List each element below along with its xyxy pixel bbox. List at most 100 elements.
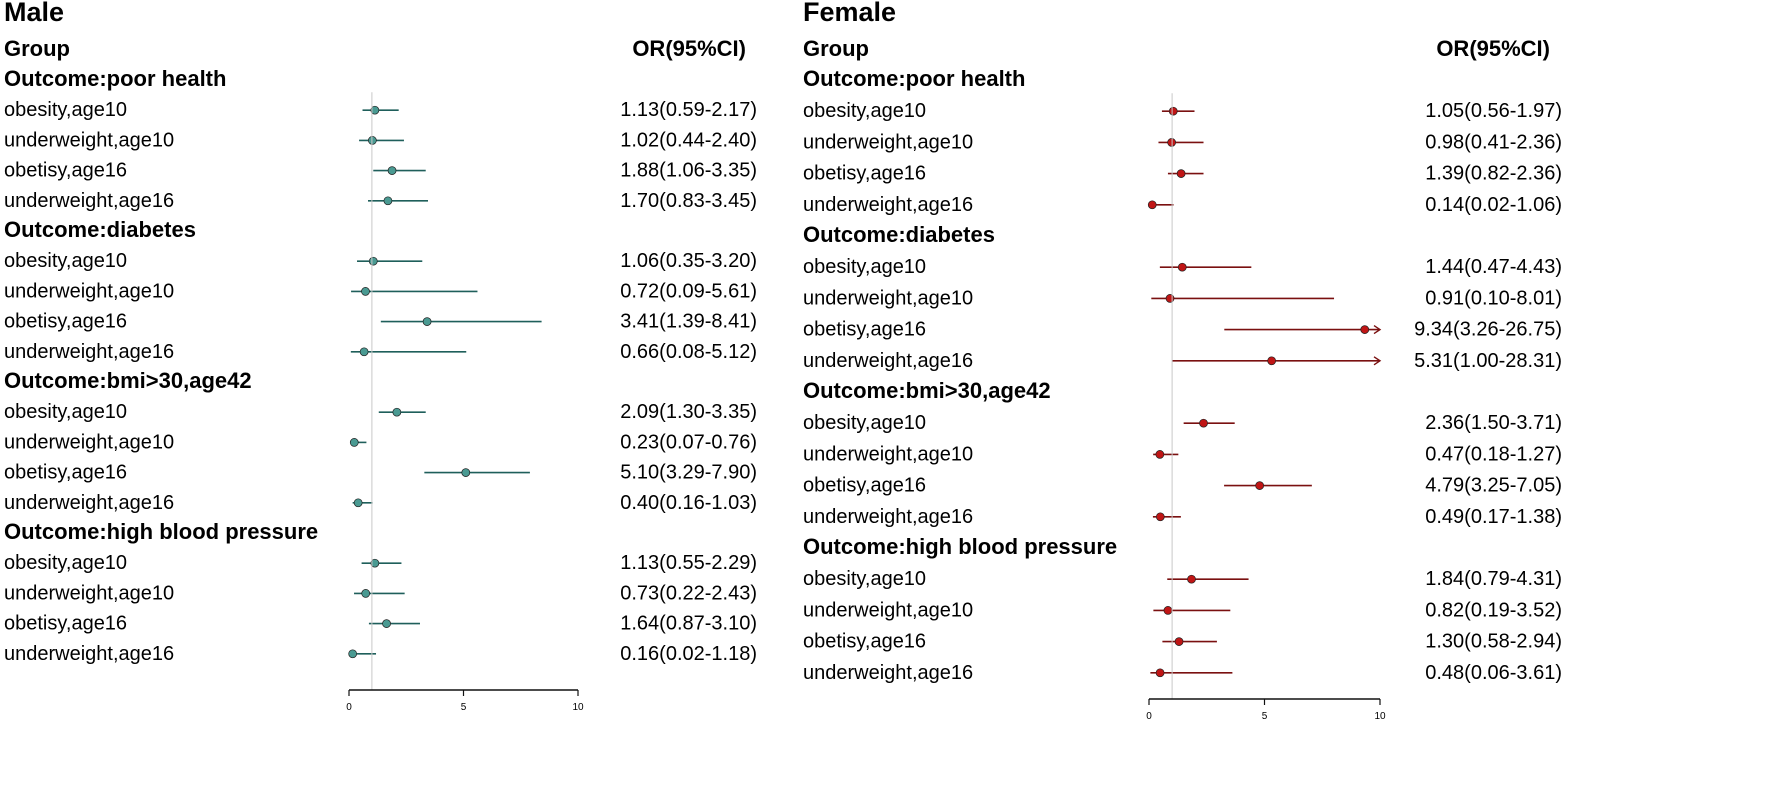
row-label: underweight,age10: [4, 582, 174, 604]
or-point: [348, 649, 358, 659]
or-ci-value: 0.23(0.07-0.76): [620, 431, 757, 453]
or-ci-value: 1.05(0.56-1.97): [1425, 100, 1562, 122]
section-title: Outcome:poor health: [803, 66, 1025, 91]
or-ci-value: 4.79(3.25-7.05): [1425, 475, 1562, 497]
or-ci-value: 1.13(0.59-2.17): [620, 99, 757, 121]
row-label: obesity,age10: [4, 401, 127, 423]
or-point: [1155, 512, 1165, 522]
group-header: Group: [4, 36, 70, 61]
ci-truncation-arrow: [1373, 356, 1382, 366]
section-title: Outcome:diabetes: [803, 222, 995, 247]
or-ci-value: 1.84(0.79-4.31): [1425, 568, 1562, 590]
section-title: Outcome:high blood pressure: [803, 534, 1117, 559]
or-ci-value: 0.48(0.06-3.61): [1425, 662, 1562, 684]
x-tick-label: 0: [1146, 711, 1152, 722]
or-ci-value: 0.40(0.16-1.03): [620, 492, 757, 514]
ci-truncation-arrow: [1373, 325, 1382, 335]
or-point: [1147, 200, 1157, 210]
or-ci-value: 3.41(1.39-8.41): [620, 311, 757, 333]
row-label: obetisy,age16: [4, 462, 127, 484]
or-ci-value: 0.66(0.08-5.12): [620, 341, 757, 363]
row-label: underweight,age16: [4, 643, 174, 665]
or-ci-value: 0.72(0.09-5.61): [620, 280, 757, 302]
or-ci-value: 0.73(0.22-2.43): [620, 582, 757, 604]
or-ci-value: 5.10(3.29-7.90): [620, 462, 757, 484]
or-ci-value: 1.70(0.83-3.45): [620, 190, 757, 212]
or-ci-value: 1.02(0.44-2.40): [620, 129, 757, 151]
or-point: [361, 589, 371, 598]
or-point: [1199, 418, 1208, 428]
or-point: [461, 468, 471, 477]
or-ci-value: 1.30(0.58-2.94): [1425, 631, 1562, 653]
or-ci-value: 9.34(3.26-26.75): [1414, 319, 1562, 341]
or-ci-value: 1.06(0.35-3.20): [620, 250, 757, 272]
x-tick-label: 0: [346, 702, 352, 713]
or-point: [1168, 106, 1178, 116]
x-tick-label: 5: [1262, 711, 1268, 722]
or-point: [349, 438, 359, 447]
or-point: [383, 196, 393, 206]
or-ci-value: 1.88(1.06-3.35): [620, 160, 757, 182]
x-tick-label: 10: [1374, 711, 1386, 722]
row-label: underweight,age10: [4, 280, 174, 302]
row-label: obetisy,age16: [803, 631, 926, 653]
or-ci-value: 0.14(0.02-1.06): [1425, 194, 1562, 216]
row-label: obetisy,age16: [803, 163, 926, 185]
section-title: Outcome:diabetes: [4, 217, 196, 242]
or-ci-value: 0.49(0.17-1.38): [1425, 506, 1562, 528]
or-ci-value: 0.98(0.41-2.36): [1425, 131, 1562, 153]
row-label: obesity,age10: [803, 100, 926, 122]
row-label: underweight,age16: [4, 492, 174, 514]
row-label: obesity,age10: [803, 256, 926, 278]
or-ci-value: 1.64(0.87-3.10): [620, 613, 757, 635]
row-label: obetisy,age16: [4, 160, 127, 182]
or-point: [1174, 637, 1184, 646]
row-label: underweight,age16: [803, 662, 973, 684]
or-point: [359, 347, 369, 357]
group-header: Group: [803, 36, 869, 61]
or-point: [1176, 169, 1186, 178]
panel-title: Male: [4, 0, 64, 27]
or-ci-value: 1.13(0.55-2.29): [620, 552, 757, 574]
or-point: [1187, 574, 1196, 584]
or-point: [1155, 668, 1165, 678]
or-point: [387, 166, 397, 175]
x-tick-label: 5: [461, 702, 467, 713]
x-tick-label: 10: [572, 702, 584, 713]
row-label: underweight,age10: [803, 443, 973, 465]
row-label: underweight,age16: [803, 350, 973, 372]
row-label: obesity,age10: [803, 412, 926, 434]
or-point: [353, 498, 363, 508]
or-point: [422, 317, 432, 326]
or-ci-value: 0.91(0.10-8.01): [1425, 287, 1562, 309]
or-point: [361, 287, 370, 296]
or-point: [1360, 325, 1370, 334]
section-title: Outcome:poor health: [4, 66, 226, 91]
or-ci-value: 1.39(0.82-2.36): [1425, 163, 1562, 185]
or-ci-value: 1.44(0.47-4.43): [1425, 256, 1562, 278]
or-ci-header: OR(95%CI): [632, 36, 746, 61]
or-point: [382, 619, 391, 628]
row-label: underweight,age10: [803, 599, 973, 621]
row-label: obesity,age10: [4, 552, 127, 574]
female-panel: Female Group OR(95%CI) Outcome:poor health o…: [803, 0, 1562, 722]
row-label: underweight,age10: [4, 431, 174, 453]
row-label: underweight,age16: [803, 506, 973, 528]
or-point: [392, 407, 402, 417]
or-point: [370, 558, 380, 568]
panel-title: Female: [803, 0, 896, 27]
or-ci-value: 2.36(1.50-3.71): [1425, 412, 1562, 434]
row-label: obetisy,age16: [803, 319, 926, 341]
section-title: Outcome:bmi>30,age42: [4, 368, 252, 393]
or-ci-value: 0.16(0.02-1.18): [620, 643, 757, 665]
male-panel: Male Group OR(95%CI) Outcome:poor health obe…: [4, 0, 757, 713]
or-point: [1177, 262, 1187, 272]
or-point: [1165, 294, 1175, 303]
row-label: obesity,age10: [4, 99, 127, 121]
row-label: obetisy,age16: [4, 311, 127, 333]
or-ci-header: OR(95%CI): [1436, 36, 1550, 61]
row-label: underweight,age16: [803, 194, 973, 216]
row-label: obesity,age10: [803, 568, 926, 590]
row-label: obetisy,age16: [803, 475, 926, 497]
